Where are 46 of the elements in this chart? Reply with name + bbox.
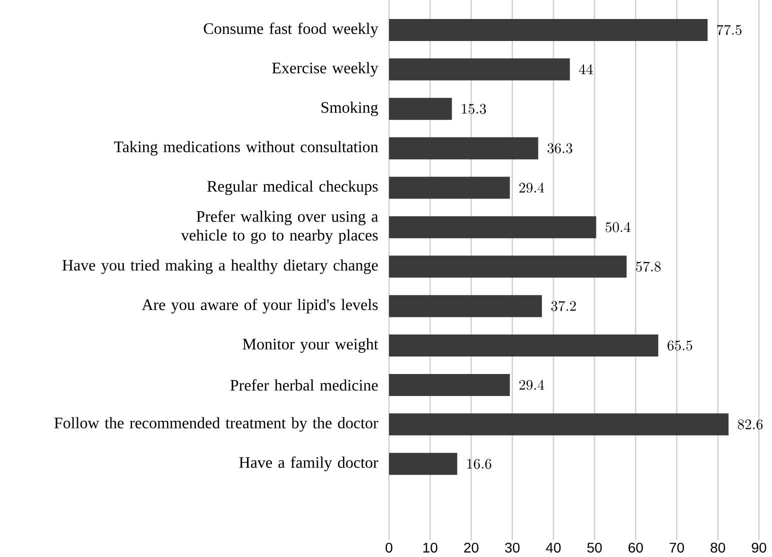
y-tick-label: Taking medications without consultation: [114, 141, 378, 156]
data-label: 57.8: [636, 261, 661, 272]
data-label: 37.2: [551, 300, 576, 312]
x-tick-label: 90: [752, 542, 766, 553]
data-label: 29.4: [519, 182, 544, 193]
x-tick-label: 20: [464, 542, 478, 553]
data-label: 29.4: [519, 380, 544, 390]
data-label: 50.4: [606, 222, 630, 232]
bar: [389, 452, 458, 475]
x-tick-label: 10: [423, 542, 438, 553]
y-tick-label: Prefer walking over using a vehicle to go to nearby places: [181, 210, 378, 244]
bar: [389, 374, 510, 396]
x-tick-label: 70: [670, 542, 684, 553]
y-tick-label: Have a family doctor: [239, 456, 378, 472]
data-label: 82.6: [738, 419, 763, 430]
bar: [389, 58, 570, 80]
y-tick-label: Consume fast food weekly: [204, 22, 378, 38]
y-tick-label: Monitor your weight: [242, 338, 378, 353]
bar: [389, 176, 510, 199]
y-tick-label: Have you tried making a healthy dietary change: [62, 259, 378, 274]
x-tick-label: 60: [628, 542, 643, 553]
y-tick-label: Prefer herbal medicine: [230, 379, 378, 391]
y-tick-label: Follow the recommended treatment by the doctor: [54, 417, 378, 432]
bar: [389, 295, 542, 318]
data-label: 15.3: [462, 104, 486, 114]
x-tick-label: 40: [546, 542, 561, 553]
y-tick-label: Exercise weekly: [272, 62, 378, 77]
y-tick-label: Smoking: [322, 102, 378, 116]
bar: [389, 18, 708, 41]
data-label: 77.5: [717, 24, 742, 35]
x-tick-label: 50: [587, 542, 602, 553]
bar: [389, 334, 658, 357]
bar: [389, 98, 452, 120]
y-tick-label: Regular medical checkups: [207, 180, 378, 196]
data-label: 44: [579, 64, 593, 74]
data-label: 16.6: [467, 458, 492, 469]
bar: [389, 413, 729, 436]
x-tick-label: 0: [386, 542, 392, 553]
x-tick-label: 30: [505, 542, 520, 553]
data-label: 36.3: [548, 143, 572, 154]
bar: [389, 256, 627, 278]
data-label: 65.5: [668, 340, 692, 351]
x-tick-label: 80: [710, 542, 726, 553]
y-tick-label: Are you aware of your lipid's levels: [142, 298, 378, 314]
bar: [389, 216, 596, 238]
bar: [389, 137, 538, 160]
